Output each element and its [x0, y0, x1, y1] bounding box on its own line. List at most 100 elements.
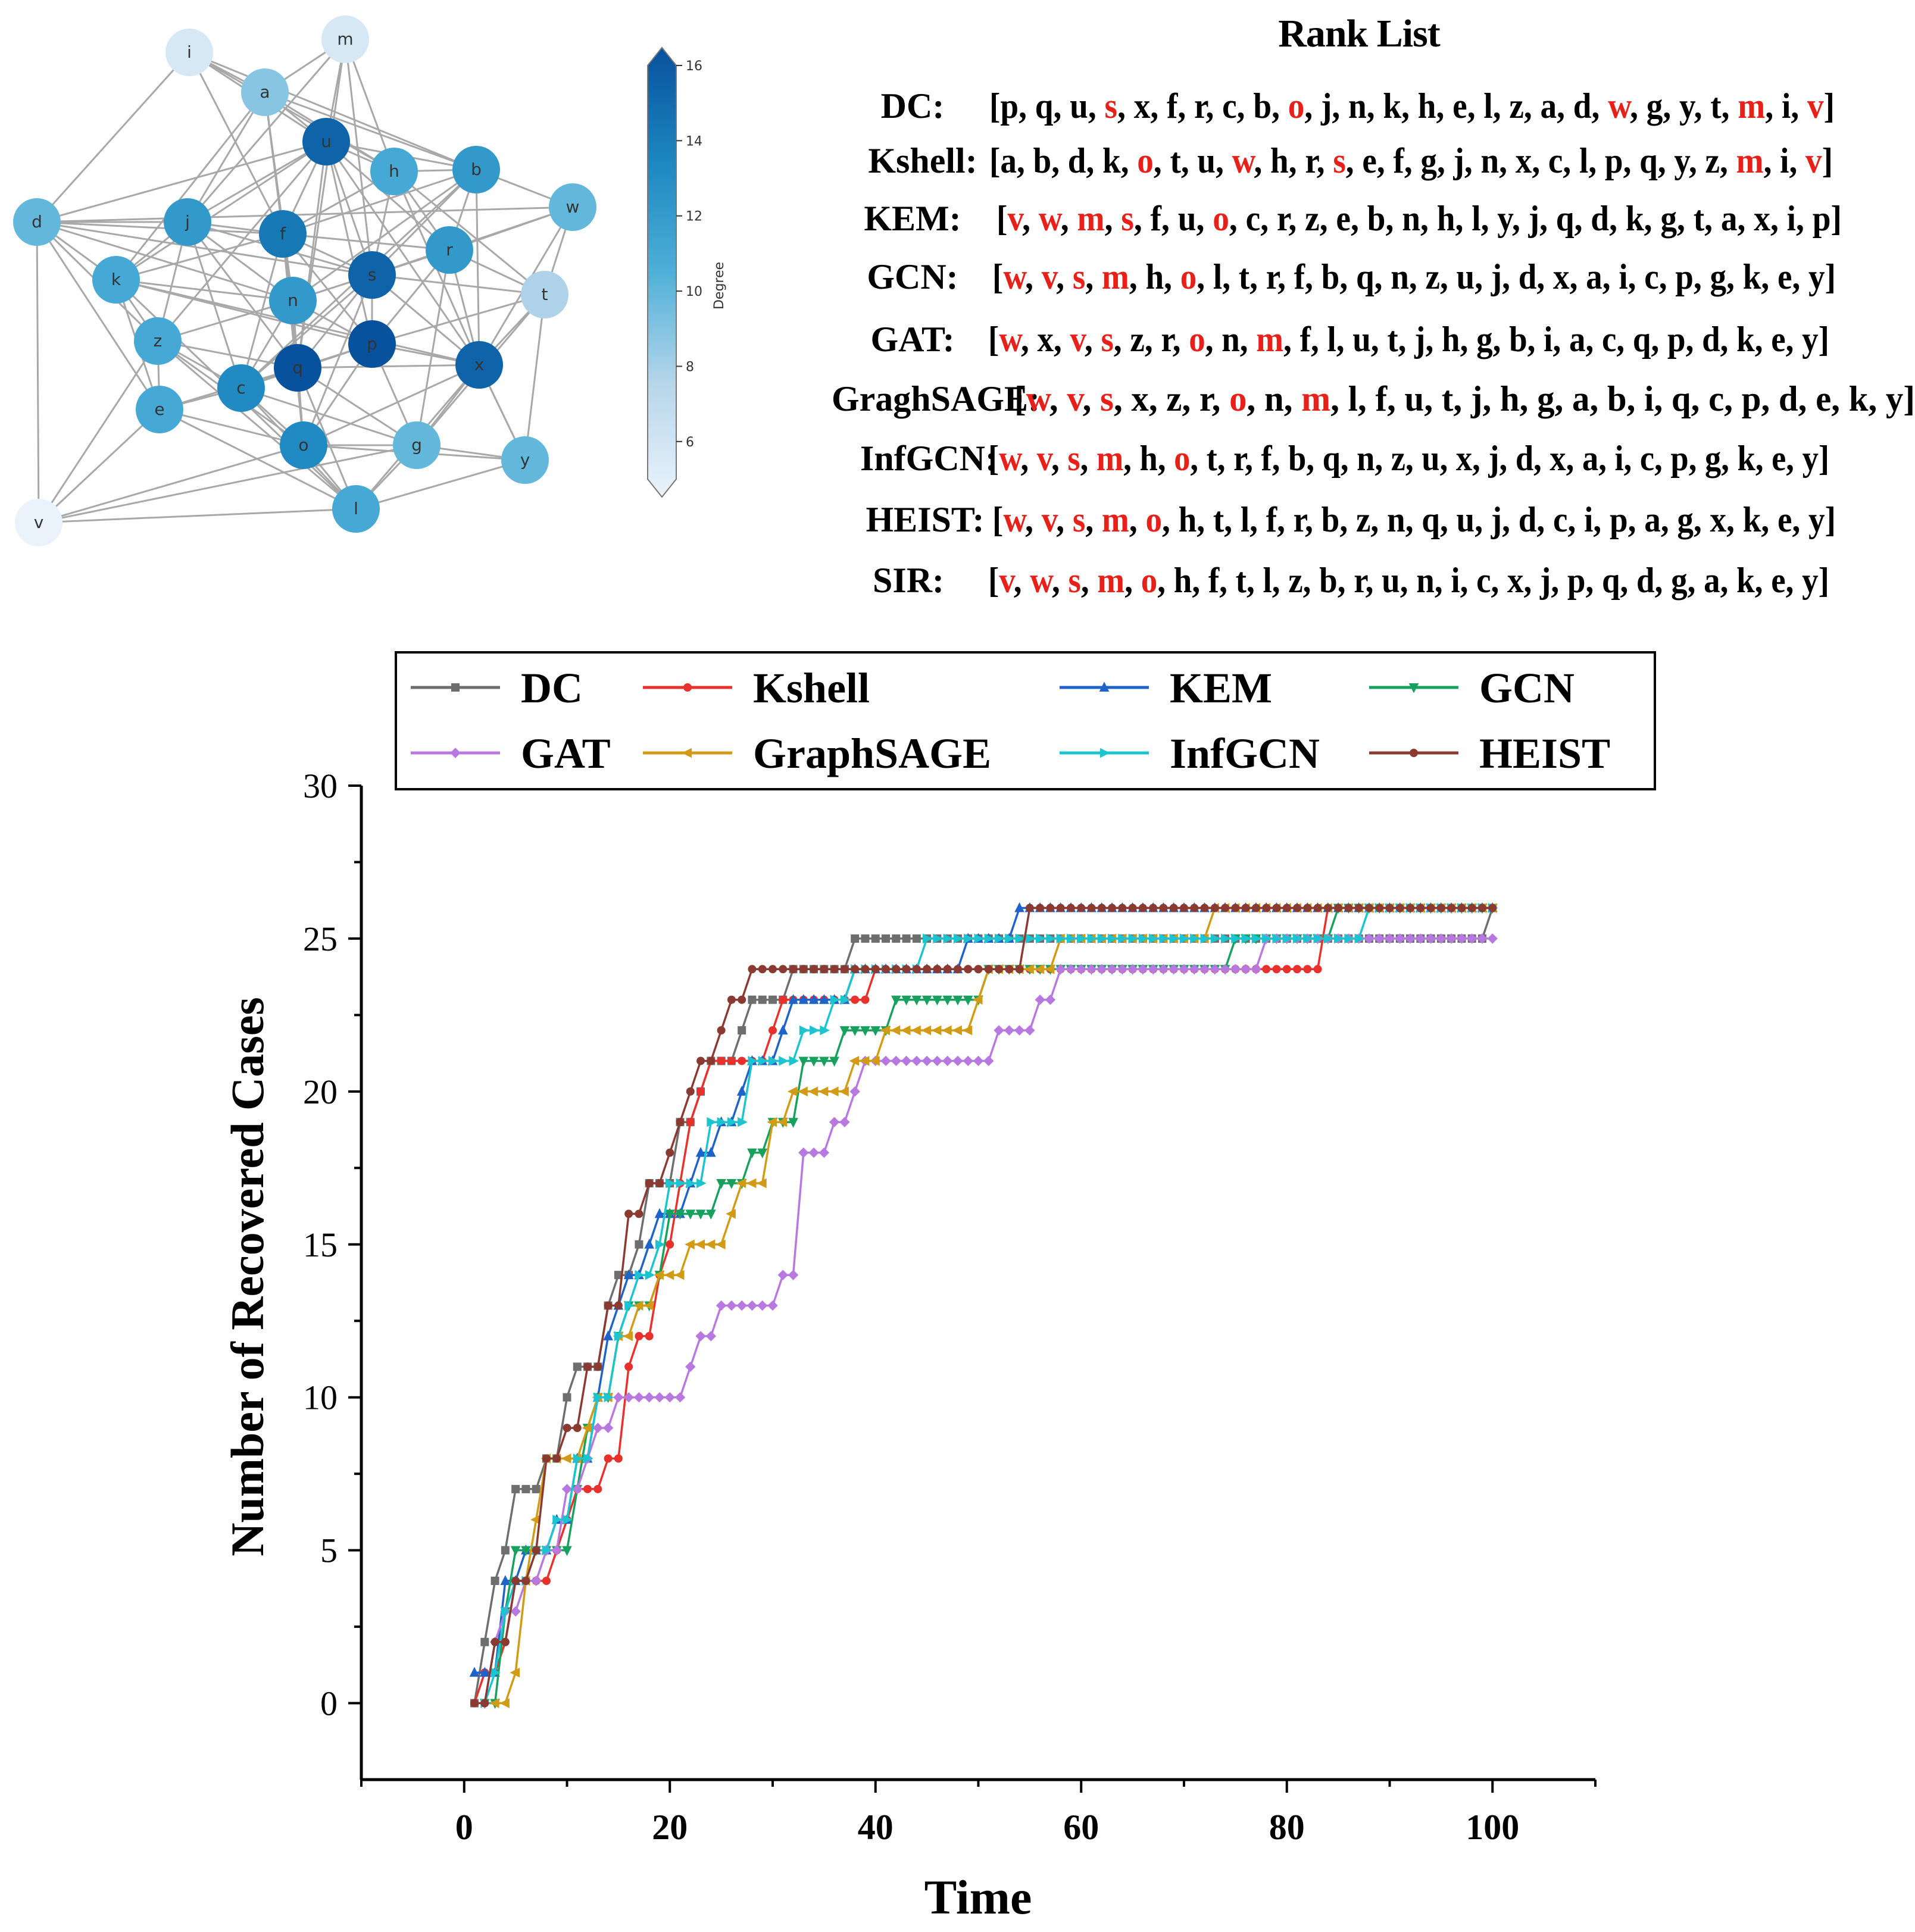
rank-item: l: [1241, 500, 1249, 539]
data-point: [1077, 904, 1086, 912]
rank-item: t: [1207, 439, 1217, 478]
data-point: [645, 1270, 655, 1280]
data-point: [1056, 933, 1067, 944]
rank-item-highlighted: o: [1141, 561, 1158, 600]
rank-item: a: [1572, 379, 1589, 418]
data-point: [738, 1026, 746, 1035]
rank-item: ,: [1212, 379, 1229, 418]
data-point: [1262, 904, 1271, 912]
rank-item: ,: [1229, 199, 1246, 238]
data-point: [695, 1331, 706, 1342]
data-point: [1036, 904, 1045, 912]
network-edge: [115, 233, 283, 281]
data-point: [849, 1086, 860, 1097]
rank-item: ,: [1512, 199, 1529, 238]
legend-item-dc: DC: [411, 664, 583, 712]
data-point: [1466, 933, 1477, 944]
data-point: [963, 995, 973, 1006]
rank-item: ,: [1566, 439, 1582, 478]
rank-item: [: [992, 500, 1003, 539]
rank-item: ,: [1374, 257, 1391, 296]
data-point: [808, 1056, 819, 1067]
network-node-f: f: [259, 210, 307, 258]
network-graph: i m a u h b w d j f r s t k n z p q x e c o g y v l 6 8 10 12 14 16 De…: [13, 15, 727, 546]
data-point: [810, 965, 819, 974]
rank-item-highlighted: w: [1232, 141, 1256, 180]
network-node-s: s: [348, 251, 396, 299]
data-point: [1210, 933, 1221, 944]
rank-item: ,: [1624, 439, 1640, 478]
node-label: w: [566, 197, 580, 217]
rank-method-label: HEIST:: [866, 500, 985, 539]
rank-item: ,: [1765, 86, 1782, 126]
rank-item: f: [1167, 86, 1178, 126]
rank-item: l: [1579, 141, 1588, 180]
data-point: [1108, 933, 1118, 944]
x-tick-label: 80: [1269, 1808, 1305, 1847]
data-point: [1447, 904, 1456, 912]
rank-item: b: [1607, 379, 1627, 418]
rank-item: ,: [1052, 561, 1069, 600]
rank-item: z: [1509, 86, 1524, 126]
legend-item-graphsage: GraphSAGE: [643, 730, 991, 777]
data-point: [861, 995, 870, 1004]
data-point: [707, 1117, 717, 1127]
rank-item: ,: [1224, 500, 1241, 539]
data-point: [932, 1055, 943, 1067]
rank-item: n: [1387, 500, 1405, 539]
legend-marker: [1100, 748, 1110, 758]
rank-item: h: [1442, 320, 1460, 359]
data-point: [1127, 964, 1138, 975]
data-point: [923, 965, 932, 974]
rank-item: ,: [1453, 379, 1470, 418]
rank-item: ,: [1455, 199, 1472, 238]
data-point: [1159, 904, 1168, 912]
rank-item-highlighted: o: [1229, 379, 1247, 418]
rank-item: ,: [1761, 379, 1778, 418]
data-point: [1240, 964, 1251, 975]
data-point: [851, 995, 860, 1004]
rank-item: ,: [1791, 86, 1807, 126]
data-point: [1180, 933, 1190, 944]
node-circle: [501, 436, 549, 484]
rank-item: ,: [1789, 141, 1805, 180]
colorbar-ticks: 6 8 10 12 14 16: [676, 59, 702, 450]
rank-item-highlighted: w: [1003, 500, 1027, 539]
data-point: [1416, 904, 1425, 912]
data-point: [1395, 933, 1405, 944]
node-label: o: [298, 435, 308, 455]
rank-item: b: [1509, 320, 1527, 359]
data-point: [769, 1056, 779, 1066]
rank-item: l: [1348, 379, 1358, 418]
rank-item: n: [1402, 199, 1420, 238]
rank-item: [: [996, 199, 1007, 238]
data-point: [829, 1086, 839, 1097]
rank-item: ,: [1425, 320, 1442, 359]
data-point: [882, 934, 891, 943]
colorbar-tick-label: 14: [686, 134, 702, 149]
rank-item-highlighted: m: [1097, 561, 1124, 600]
data-point: [717, 1056, 726, 1065]
rank-item: u: [1352, 320, 1371, 359]
rank-item: e: [1771, 320, 1785, 359]
rank-method-label: GCN:: [867, 257, 958, 296]
data-point: [1426, 904, 1435, 912]
data-point: [613, 1392, 624, 1403]
data-point: [974, 933, 985, 944]
rank-item: i: [1584, 500, 1593, 539]
data-point: [1313, 933, 1324, 944]
rank-item: k: [1102, 141, 1121, 180]
rank-item: ,: [1284, 379, 1301, 418]
data-point: [808, 1147, 819, 1158]
data-point: [942, 995, 952, 1006]
data-point: [676, 1178, 686, 1189]
data-point: [818, 1086, 829, 1097]
node-circle: [452, 146, 500, 193]
rank-item: ,: [1272, 561, 1289, 600]
data-point: [952, 1025, 962, 1036]
rank-item: ,: [1552, 320, 1569, 359]
rank-item: z: [1305, 199, 1320, 238]
rank-item: x: [1710, 500, 1727, 539]
rank-item: ,: [1182, 379, 1199, 418]
rank-item: ,: [1435, 561, 1451, 600]
